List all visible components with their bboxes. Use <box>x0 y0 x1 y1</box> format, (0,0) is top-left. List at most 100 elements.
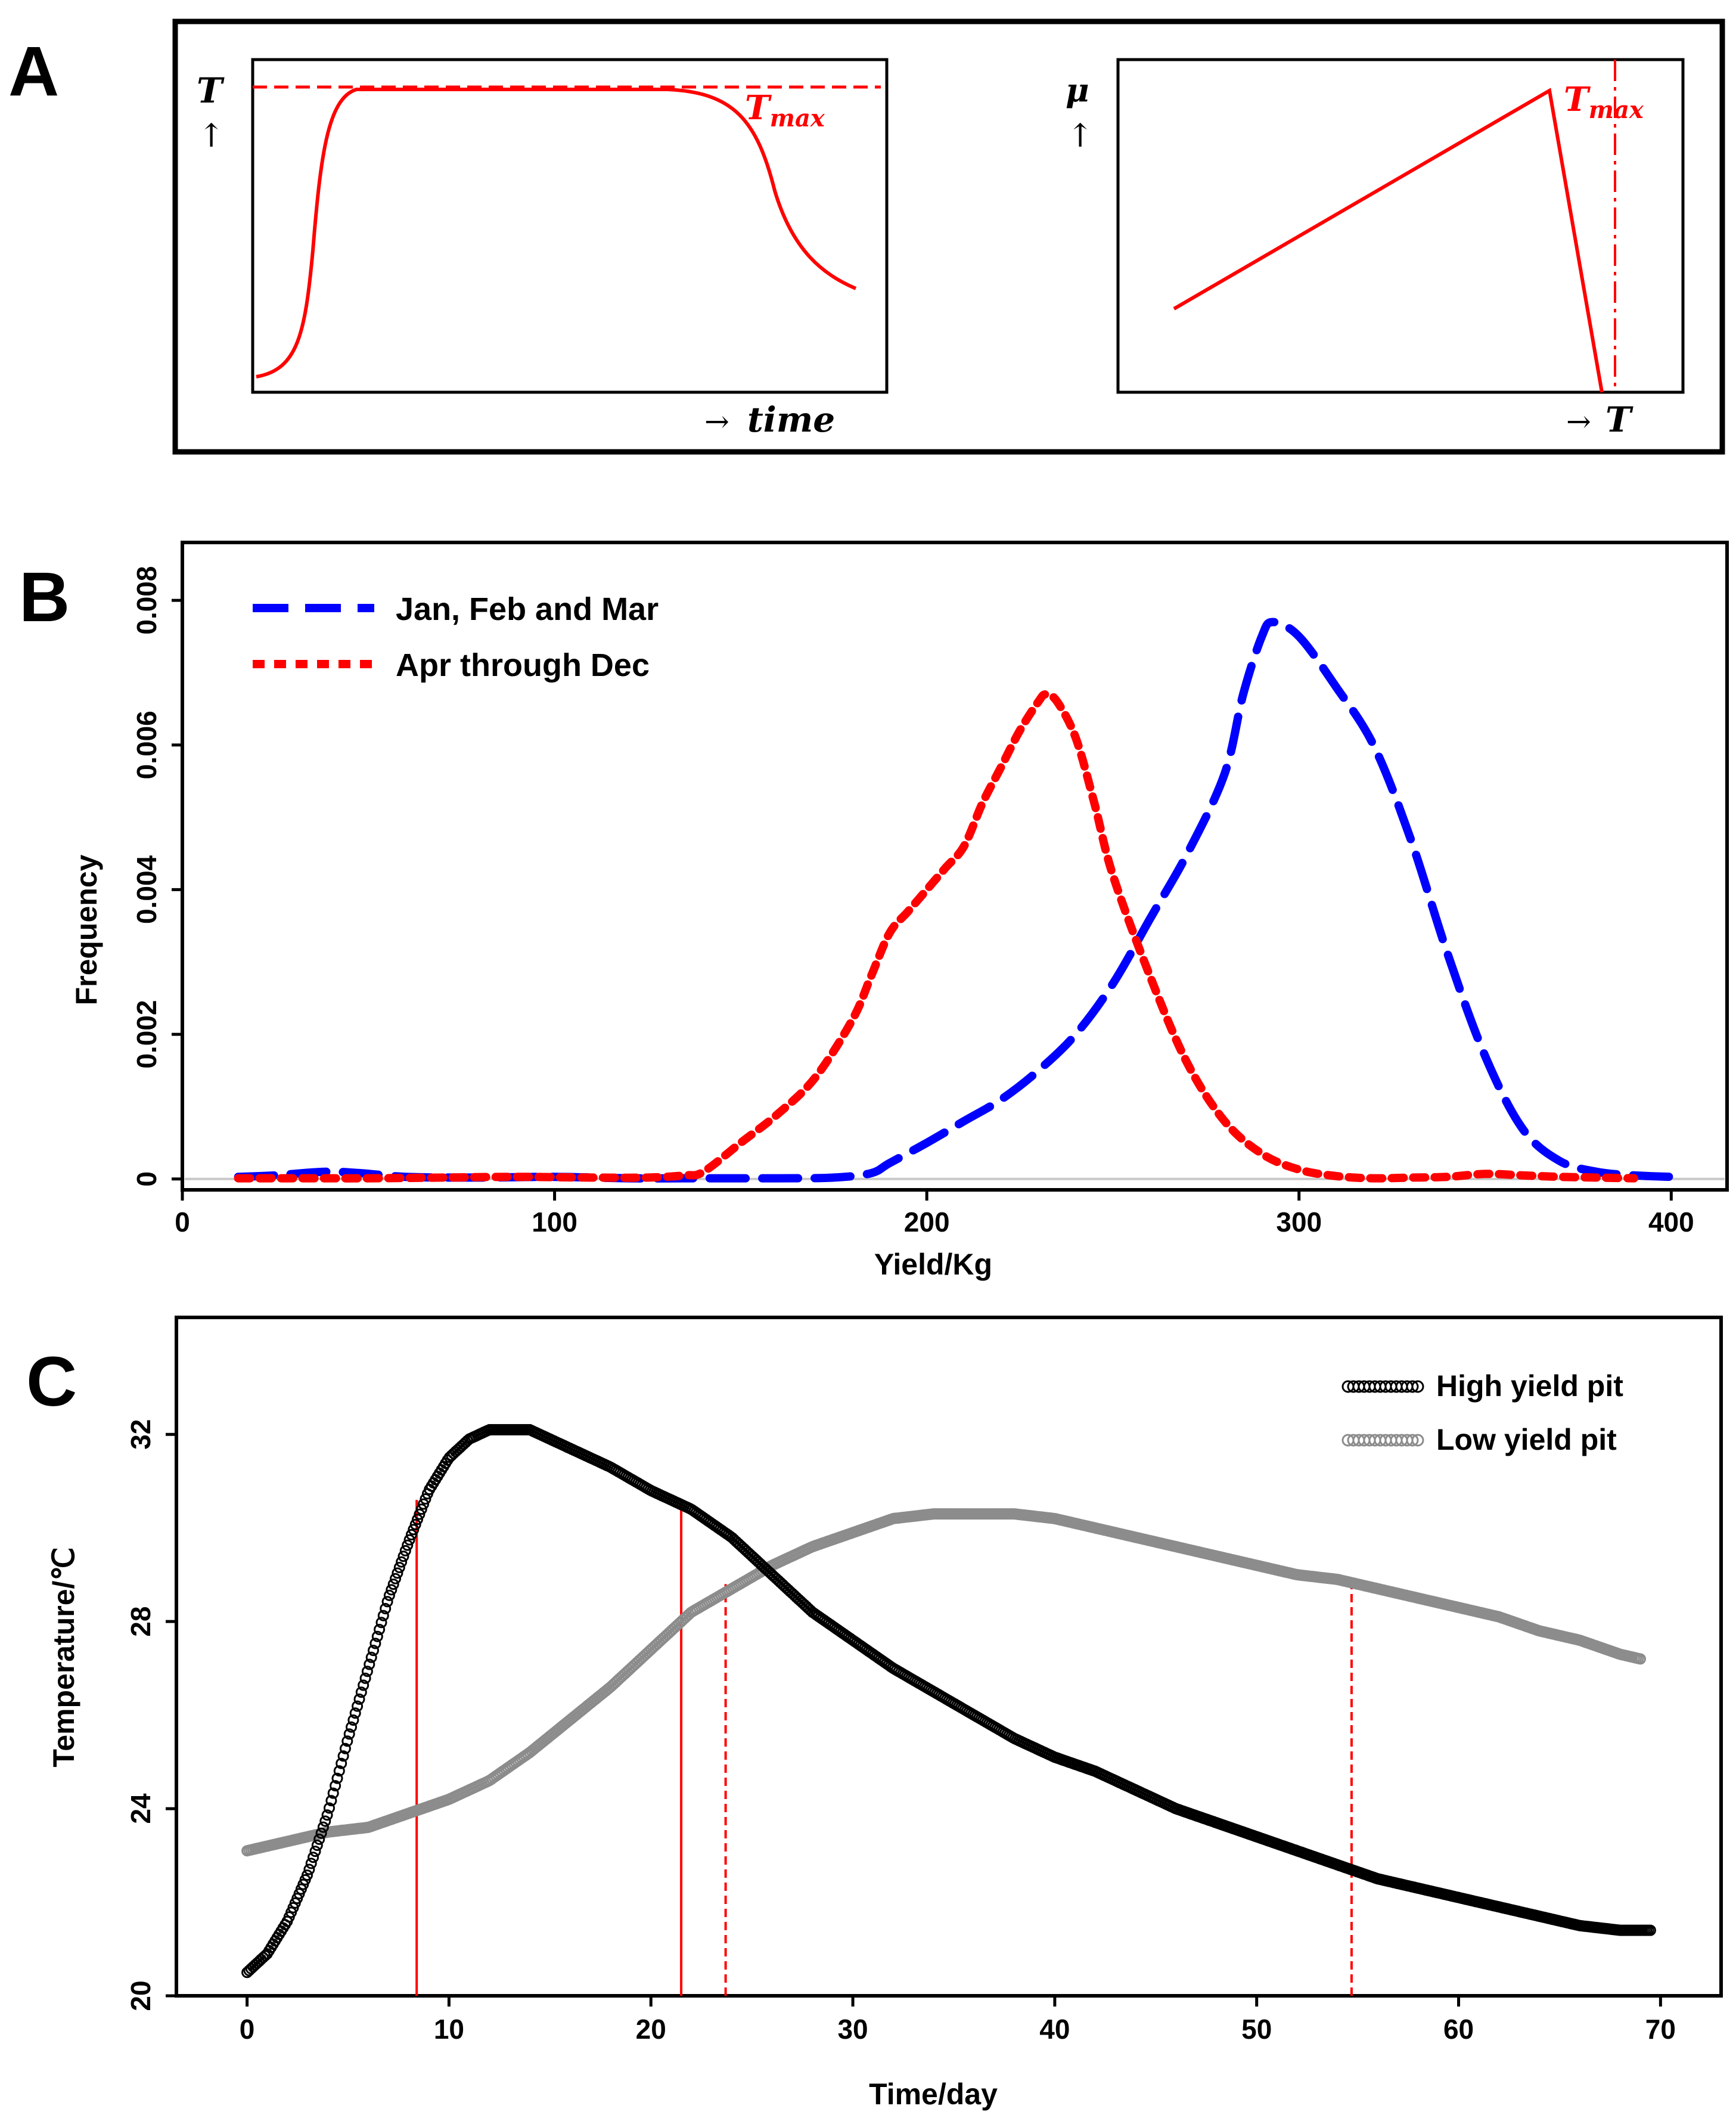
panel-c-xtick-label: 70 <box>1645 2014 1676 2045</box>
panel-c-data-point <box>336 1757 347 1769</box>
panel-b-series-apr-dec <box>234 690 1638 1183</box>
panel-c-xtick-label: 50 <box>1241 2014 1272 2045</box>
panel-c-x-axis: 0 10 20 30 40 50 60 70 <box>240 1996 1676 2045</box>
panel-c-xtick-label: 0 <box>240 2014 255 2045</box>
panel-c-data-point <box>302 1869 313 1881</box>
panel-c-data-point <box>374 1624 386 1635</box>
panel-b-xtick-label: 100 <box>532 1207 577 1238</box>
panel-c-data-point <box>319 1815 331 1827</box>
panel-b-xtick-label: 400 <box>1648 1207 1694 1238</box>
panel-a-right-tmax-main: T <box>1564 80 1591 119</box>
panel-c-data-point <box>414 1508 426 1520</box>
panel-c-legend-marker <box>1411 1434 1424 1447</box>
panel-c-data-point <box>325 1795 337 1807</box>
panel-a-right-x-arrow: → <box>1566 404 1591 439</box>
panel-c-data-point <box>1644 1924 1656 1936</box>
panel-c-data-point <box>303 1863 315 1875</box>
panel-a-left-curve <box>256 88 857 379</box>
panel-c-legend-marker <box>1406 1380 1419 1393</box>
panel-c-data-point <box>308 1852 319 1863</box>
panel-a-left-y-symbol: T <box>197 70 225 111</box>
panel-a-right-y-arrow: ↑ <box>1067 117 1094 154</box>
panel-c-ytick-label: 20 <box>125 1980 156 2011</box>
panel-c-ytick-label: 28 <box>125 1607 156 1637</box>
panel-a-left-tmax-main: T <box>745 88 772 128</box>
panel-b-xlabel: Yield/Kg <box>874 1248 992 1281</box>
panel-c-data-point <box>347 1714 359 1726</box>
panel-b-legend-label-2: Apr through Dec <box>396 647 650 683</box>
panel-c-data-point <box>309 1846 321 1857</box>
panel-c-series-low-yield <box>241 1508 1646 1857</box>
panel-c-data-point <box>369 1638 381 1649</box>
panel-c-legend-marker <box>1411 1380 1424 1393</box>
panel-c-data-point <box>415 1503 427 1515</box>
panel-b-legend-label-1: Jan, Feb and Mar <box>396 591 659 627</box>
panel-c-data-point <box>355 1686 367 1698</box>
panel-b-plot-frame <box>181 541 1729 1192</box>
panel-c-data-point <box>365 1651 377 1663</box>
panel-c-data-point <box>333 1765 345 1777</box>
panel-c-y-axis: 20 24 28 32 <box>125 1419 176 2011</box>
panel-c-data-point <box>381 1596 393 1608</box>
panel-b-ytick-label: 0.002 <box>131 1000 162 1069</box>
panel-b-xtick-label: 300 <box>1276 1207 1322 1238</box>
panel-c-data-point <box>321 1809 333 1821</box>
panel-c-data-point <box>353 1693 365 1705</box>
panel-c-data-point <box>380 1603 392 1614</box>
panel-c-data-point <box>402 1539 414 1551</box>
panel-c-data-point <box>361 1666 373 1677</box>
panel-c-data-point <box>412 1514 423 1525</box>
panel-a-left-box <box>251 58 889 394</box>
panel-a-left-x-arrow: → <box>704 404 729 439</box>
panel-a-left-tmax-sub: max <box>770 104 825 132</box>
panel-c-data-point <box>386 1584 397 1596</box>
panel-c-xlabel: Time/day <box>869 2077 998 2111</box>
panel-a-right-curve <box>1173 88 1604 393</box>
panel-a-letter: A <box>8 32 59 111</box>
panel-c-data-point <box>337 1750 349 1762</box>
panel-c-data-point <box>418 1498 430 1510</box>
panel-c-data-point <box>383 1589 395 1601</box>
panel-a-left-x-label: time <box>747 399 835 440</box>
panel-c-legend-marker <box>1406 1434 1419 1447</box>
panel-c-data-point <box>387 1579 399 1590</box>
panel-c-data-point <box>409 1518 421 1530</box>
panel-c-data-point <box>317 1821 329 1833</box>
panel-c-reference-lines <box>415 1500 1353 1996</box>
panel-c-legend-swatch-1 <box>1341 1380 1424 1393</box>
panel-b-legend: Jan, Feb and Mar Apr through Dec <box>253 591 659 683</box>
panel-b-xtick-label: 0 <box>175 1207 190 1238</box>
panel-c-data-point <box>408 1524 420 1536</box>
panel-c-ylabel: Temperature/℃ <box>47 1547 80 1767</box>
panel-c-data-point <box>358 1679 369 1691</box>
panel-a-right-y-symbol: μ <box>1066 71 1089 109</box>
panel-b-ytick-label: 0.004 <box>131 855 162 924</box>
panel-c-data-point <box>368 1645 379 1657</box>
panel-c-data-point <box>331 1772 343 1784</box>
panel-c-data-point <box>375 1617 387 1629</box>
panel-c-xtick-label: 60 <box>1443 2014 1474 2045</box>
panel-a-left-tmax-label: Tmax <box>745 88 825 132</box>
panel-a-right-x-label: T <box>1605 399 1633 440</box>
panel-c-data-point <box>311 1840 323 1851</box>
panel-b-x-axis: 0 100 200 300 400 <box>175 1190 1694 1238</box>
panel-c-letter: C <box>26 1342 77 1421</box>
panel-b-ytick-label: 0 <box>131 1171 162 1187</box>
panel-c-data-point <box>346 1721 357 1733</box>
panel-c-data-point <box>324 1802 335 1814</box>
panel-c-data-point <box>377 1610 389 1621</box>
panel-c-data-point <box>330 1780 341 1792</box>
panel-c-data-point <box>390 1573 401 1584</box>
panel-c-data-point <box>341 1735 353 1747</box>
panel-c-data-point <box>1635 1653 1646 1665</box>
panel-a-right-tmax-label: Tmax <box>1564 80 1644 124</box>
panel-c-data-point <box>359 1672 371 1684</box>
panel-c-xtick-label: 40 <box>1039 2014 1070 2045</box>
panel-c-xtick-label: 30 <box>837 2014 868 2045</box>
panel-c-legend-swatch-2 <box>1341 1434 1424 1447</box>
panel-c-data-point <box>327 1787 339 1799</box>
panel-c-legend-label-1: High yield pit <box>1436 1369 1623 1403</box>
panel-c-data-point <box>393 1562 405 1573</box>
panel-a-right-tmax-sub: max <box>1589 96 1644 124</box>
